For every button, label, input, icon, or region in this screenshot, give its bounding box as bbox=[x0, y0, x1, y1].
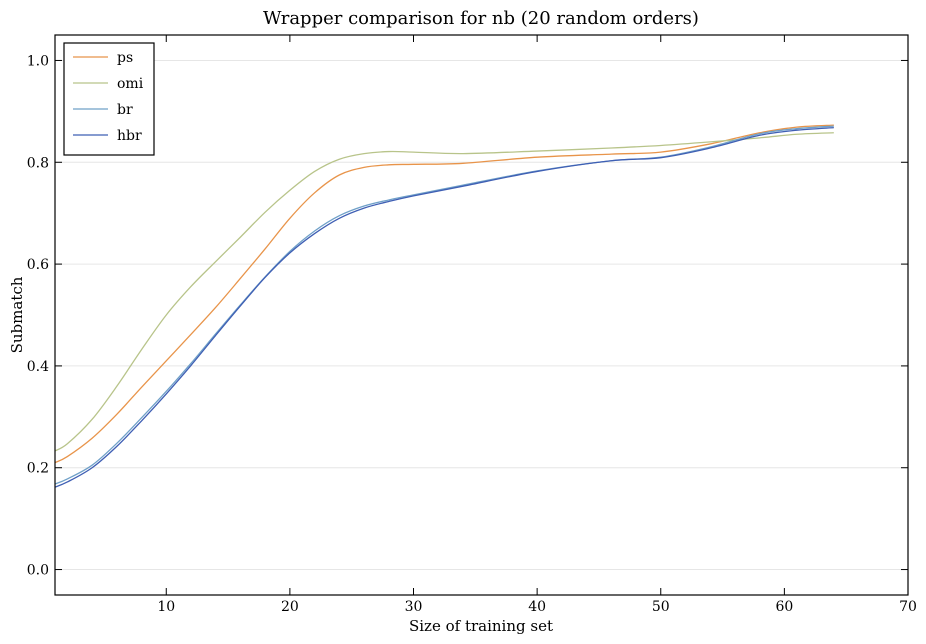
x-axis-title: Size of training set bbox=[409, 617, 553, 635]
x-tick-label: 20 bbox=[281, 599, 299, 615]
y-tick-label: 0.6 bbox=[27, 257, 49, 273]
series-line-hbr bbox=[54, 127, 834, 488]
x-tick-label: 50 bbox=[652, 599, 670, 615]
legend: ps omi br hbr bbox=[63, 42, 155, 156]
y-tick-label: 0.0 bbox=[27, 563, 49, 579]
chart-title: Wrapper comparison for nb (20 random ord… bbox=[263, 8, 699, 29]
y-axis-title: Submatch bbox=[8, 276, 26, 353]
x-tick-label: 40 bbox=[528, 599, 546, 615]
legend-label-br: br bbox=[117, 102, 133, 118]
y-tick-label: 0.4 bbox=[27, 359, 49, 375]
series-line-ps bbox=[54, 124, 834, 464]
legend-box bbox=[63, 42, 155, 156]
legend-label-omi: omi bbox=[117, 76, 144, 92]
axis-ticks: 0.0 0.2 0.4 0.6 0.8 1.0 10 20 30 40 50 60 70 bbox=[27, 35, 917, 615]
series-line-omi bbox=[54, 132, 834, 452]
y-tick-label: 1.0 bbox=[27, 53, 49, 69]
legend-label-ps: ps bbox=[117, 50, 133, 66]
legend-label-hbr: hbr bbox=[117, 128, 142, 144]
x-tick-label: 10 bbox=[157, 599, 175, 615]
plot-frame bbox=[54, 34, 909, 596]
y-tick-label: 0.8 bbox=[27, 155, 49, 171]
series-line-br bbox=[54, 125, 834, 485]
x-tick-label: 60 bbox=[775, 599, 793, 615]
series-lines bbox=[54, 124, 834, 488]
y-tick-label: 0.2 bbox=[27, 461, 49, 477]
x-tick-label: 70 bbox=[899, 599, 917, 615]
x-tick-label: 30 bbox=[405, 599, 423, 615]
grid-lines bbox=[55, 59, 908, 571]
